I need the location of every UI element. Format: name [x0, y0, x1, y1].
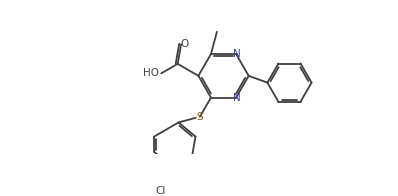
Text: Cl: Cl	[156, 186, 166, 196]
Text: N: N	[234, 93, 241, 103]
Text: N: N	[234, 49, 241, 59]
Text: S: S	[197, 112, 203, 122]
Text: HO: HO	[143, 68, 159, 78]
Text: O: O	[181, 39, 189, 49]
